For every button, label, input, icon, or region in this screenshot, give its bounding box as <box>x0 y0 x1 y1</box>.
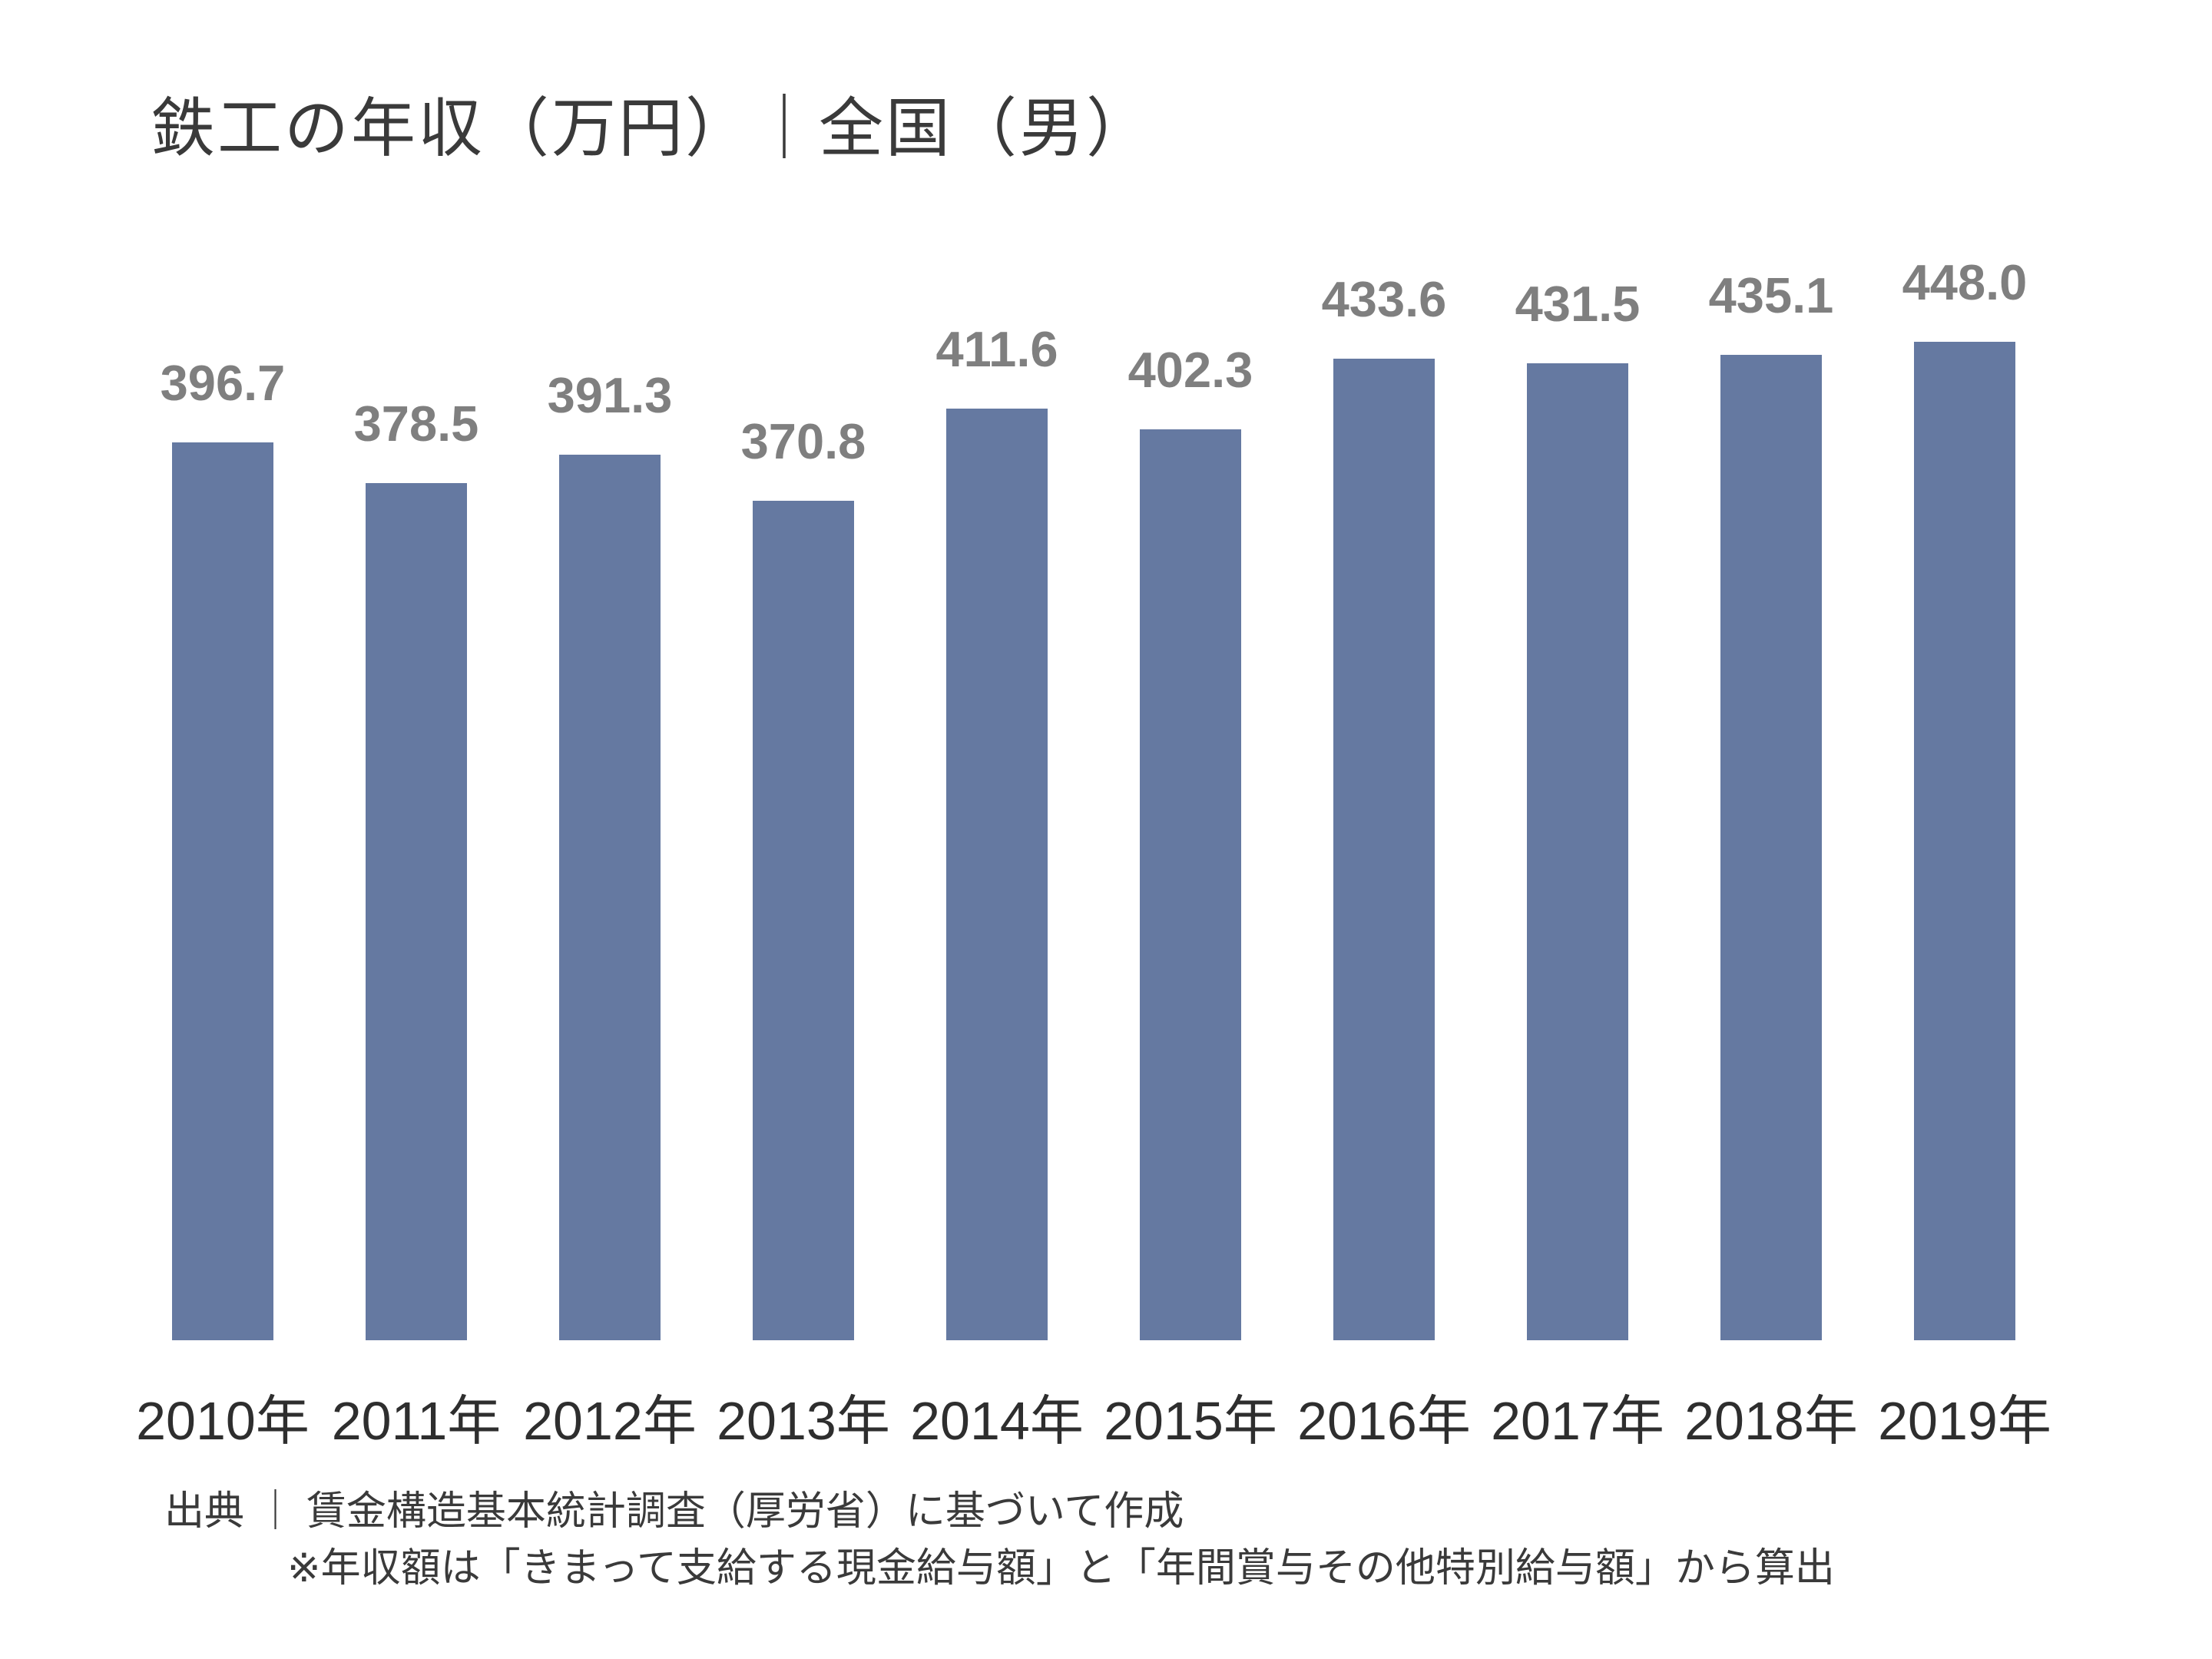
bar-column: 396.7 <box>126 253 320 1340</box>
bar-column: 411.6 <box>900 253 1094 1340</box>
bar-column: 402.3 <box>1094 253 1287 1340</box>
x-axis-label: 2017年 <box>1491 1391 1664 1451</box>
bar-value-label: 448.0 <box>1902 254 2028 310</box>
x-axis-label: 2016年 <box>1297 1391 1471 1451</box>
bar <box>946 408 1048 1340</box>
x-axis-label: 2018年 <box>1684 1391 1858 1451</box>
x-axis-labels: 2010年 2011年 2012年 2013年 2014年 2015年 2016年 2017年… <box>126 1378 2061 1455</box>
bar-column: 378.5 <box>320 253 513 1340</box>
bar-column: 448.0 <box>1868 253 2061 1340</box>
bar-value-label: 435.1 <box>1708 267 1834 324</box>
x-axis-label: 2010年 <box>136 1391 310 1451</box>
bar-value-label: 433.6 <box>1321 270 1447 327</box>
x-axis-label: 2014年 <box>910 1391 1084 1451</box>
bar <box>172 442 273 1340</box>
bar <box>559 454 661 1340</box>
bar-column: 435.1 <box>1674 253 1868 1340</box>
x-axis-label: 2012年 <box>523 1391 697 1451</box>
x-axis-label: 2013年 <box>717 1391 890 1451</box>
bar-column: 433.6 <box>1287 253 1481 1340</box>
bar <box>1333 358 1435 1340</box>
calculation-note: ※年収額は「きまって支給する現金給与額」と「年間賞与その他特別給与額」から算出 <box>287 1545 1835 1591</box>
bar-value-label: 431.5 <box>1515 276 1641 332</box>
bar <box>366 483 467 1340</box>
bar-value-label: 370.8 <box>740 412 866 469</box>
bar-column: 431.5 <box>1481 253 1674 1340</box>
bar-value-label: 378.5 <box>353 396 479 452</box>
footnotes: 出典 ｜ 賃金構造基本統計調査（厚労省）に基づいて作成 ※年収額は「きまって支給… <box>164 1484 1835 1598</box>
x-axis-label: 2011年 <box>331 1391 502 1451</box>
source-note: 出典 ｜ 賃金構造基本統計調査（厚労省）に基づいて作成 <box>164 1489 1184 1534</box>
bar <box>1527 363 1628 1340</box>
chart-title: 鉄工の年収（万円）｜全国（男） <box>151 92 1154 164</box>
bar-chart-plot: 396.7 378.5 391.3 370.8 411.6 402.3 433.6 431.5… <box>126 253 2061 1340</box>
x-axis-label: 2015年 <box>1104 1391 1277 1451</box>
bar <box>753 500 854 1340</box>
bar <box>1720 355 1822 1340</box>
bar-value-label: 411.6 <box>935 320 1058 377</box>
x-axis-label: 2019年 <box>1878 1391 2051 1451</box>
bar-value-label: 402.3 <box>1128 342 1253 399</box>
bar <box>1914 342 2015 1340</box>
bar-value-label: 396.7 <box>160 354 286 411</box>
bar-column: 370.8 <box>707 253 900 1340</box>
bar-value-label: 391.3 <box>547 366 673 423</box>
bar <box>1140 429 1241 1340</box>
bar-column: 391.3 <box>513 253 707 1340</box>
